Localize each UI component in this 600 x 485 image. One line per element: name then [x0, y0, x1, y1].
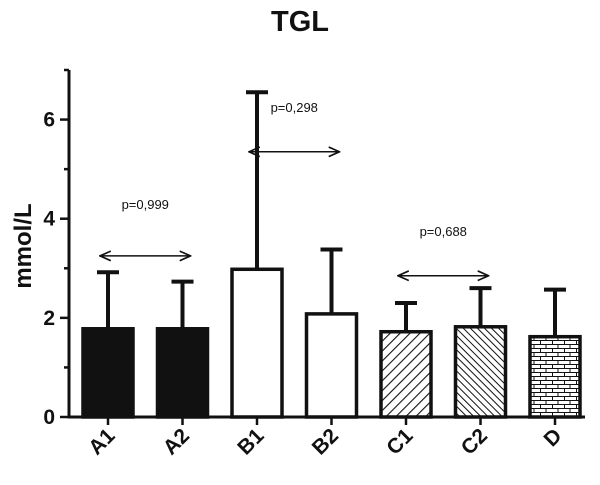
- bar-a2: [155, 327, 210, 419]
- x-tick-label: A2: [159, 424, 194, 459]
- x-tick-label: A1: [84, 424, 119, 459]
- bar-c2: [453, 325, 508, 419]
- p-value-label: p=0,688: [420, 224, 467, 239]
- x-tick-label: B2: [308, 424, 343, 459]
- annotations: p=0,999 p=0,298 p=0,688: [100, 100, 489, 276]
- bar-c1: [379, 329, 433, 419]
- chart-title: TGL: [271, 6, 329, 38]
- y-axis-label: mmol/L: [10, 203, 37, 288]
- y-tick-label: 2: [43, 307, 55, 330]
- x-tick-label: C2: [457, 424, 492, 459]
- y-tick-label: 4: [43, 208, 55, 231]
- bars: [81, 90, 582, 419]
- x-tick-label: C1: [382, 424, 417, 459]
- p-value-label: p=0,298: [271, 100, 318, 115]
- bar-b2: [304, 312, 359, 419]
- y-tick-label: 0: [43, 406, 55, 429]
- x-tick-label: D: [540, 424, 567, 451]
- bar-a1: [81, 327, 135, 419]
- x-tick-label: B1: [233, 424, 268, 459]
- p-value-label: p=0,999: [122, 197, 169, 212]
- bar-b1: [230, 267, 284, 419]
- bar-d: [528, 334, 582, 419]
- y-tick-label: 6: [43, 109, 55, 132]
